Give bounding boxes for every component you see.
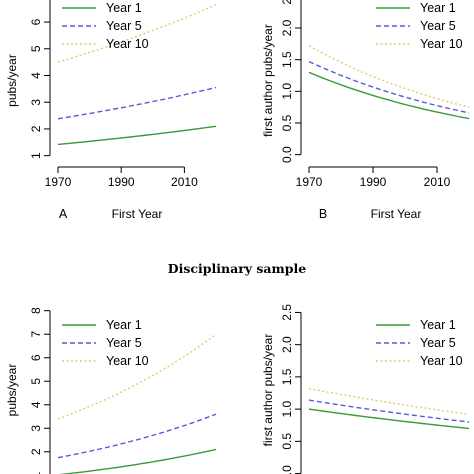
legend-label: Year 10	[420, 37, 463, 51]
x-tick-label: 1990	[360, 175, 387, 189]
series-line-year-1	[308, 408, 470, 430]
legend-label: Year 1	[106, 318, 142, 332]
y-tick-label: 5	[29, 378, 43, 385]
y-tick-label: 0.0	[280, 146, 294, 163]
y-tick-label: 0.5	[280, 114, 294, 131]
y-tick-label: 1.0	[280, 83, 294, 100]
y-tick-label: 3	[29, 425, 43, 432]
section-title: Disciplinary sample	[168, 261, 306, 276]
y-tick-label: 1	[29, 152, 43, 159]
legend: Year 1 Year 5 Year 10	[62, 318, 149, 368]
series-line-year-10	[308, 45, 470, 108]
legend-label: Year 10	[420, 354, 463, 368]
y-tick-label: 3	[29, 99, 43, 106]
y-tick-label: 4	[29, 72, 43, 79]
x-tick-label: 2010	[171, 175, 198, 189]
y-axis-label: first author pubs/year	[261, 334, 275, 447]
y-tick-label: 1.5	[280, 51, 294, 68]
y-tick-label: 2	[29, 448, 43, 455]
series-line-year-10	[57, 4, 217, 63]
x-axis-label: First Year	[112, 207, 163, 221]
legend-label: Year 5	[106, 19, 142, 33]
y-tick-label: 1.5	[280, 368, 294, 385]
panel-letter: A	[59, 207, 68, 221]
y-tick-label: 7	[29, 331, 43, 338]
x-tick-label: 1970	[296, 175, 323, 189]
series-line-year-5	[57, 86, 217, 120]
x-tick-label: 2010	[424, 175, 451, 189]
y-tick-label: 2	[29, 125, 43, 132]
x-tick-label: 1970	[45, 175, 72, 189]
chart-panel-3: 1 2 3 4 5 6 7 8 pubs/year Year 1 Year 5 Year 10	[5, 307, 217, 474]
y-tick-label: 6	[29, 354, 43, 361]
y-tick-label: 0.5	[280, 433, 294, 450]
legend-label: Year 1	[420, 1, 456, 15]
y-axis-label: pubs/year	[5, 54, 19, 107]
legend-label: Year 1	[420, 318, 456, 332]
x-tick-label: 1990	[108, 175, 135, 189]
legend-label: Year 5	[420, 336, 456, 350]
series-line-year-10	[57, 333, 217, 420]
y-tick-label: 2.0	[280, 19, 294, 36]
series-line-year-1	[57, 125, 217, 146]
legend-label: Year 5	[106, 336, 142, 350]
y-tick-label: 0.0	[280, 465, 294, 474]
y-tick-label: 1	[29, 472, 43, 474]
y-tick-label: 5	[29, 45, 43, 52]
panel-letter: B	[319, 207, 327, 221]
y-tick-label: 2.5	[280, 0, 294, 5]
y-tick-label: 8	[29, 307, 43, 314]
series-line-year-5	[308, 60, 470, 114]
series-line-year-1	[308, 71, 470, 120]
y-axis-label: pubs/year	[5, 364, 19, 417]
y-tick-label: 2.5	[280, 304, 294, 321]
series-line-year-5	[308, 399, 470, 423]
series-line-year-5	[57, 413, 217, 459]
y-tick-label: 1.0	[280, 400, 294, 417]
legend: Year 1 Year 5 Year 10	[62, 1, 149, 51]
y-axis-label: first author pubs/year	[261, 24, 275, 137]
legend-label: Year 5	[420, 19, 456, 33]
y-tick-label: 2.0	[280, 336, 294, 353]
legend-label: Year 1	[106, 1, 142, 15]
y-tick-label: 4	[29, 401, 43, 408]
legend: Year 1 Year 5 Year 10	[376, 318, 463, 368]
series-line-year-10	[308, 387, 470, 415]
series-line-year-1	[58, 448, 217, 474]
legend: Year 1 Year 5 Year 10	[376, 1, 463, 51]
y-tick-label: 6	[29, 18, 43, 25]
legend-label: Year 10	[106, 37, 149, 51]
x-axis-label: First Year	[371, 207, 422, 221]
legend-label: Year 10	[106, 354, 149, 368]
chart-panel-4: 0.0 0.5 1.0 1.5 2.0 2.5 first author pubs/year…	[261, 304, 470, 474]
chart-panel-2: 0.0 0.5 1.0 1.5 2.0 2.5 first author pubs/year…	[261, 0, 470, 221]
